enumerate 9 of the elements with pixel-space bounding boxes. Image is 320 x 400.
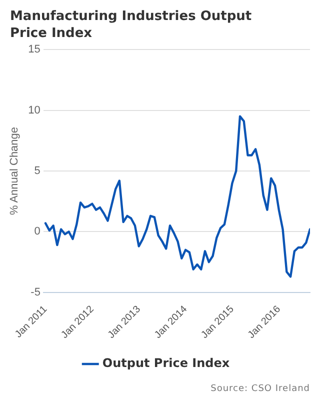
y-axis-title: % Annual Change [8,126,21,216]
y-tick-label: 0 [34,226,40,238]
legend-label: Output Price Index [102,356,230,370]
y-tick-label: 10 [28,104,40,116]
chart-title: Manufacturing Industries Output Price Index [10,8,253,42]
y-tick-label: -5 [30,286,40,298]
source-note: Source: CSO Ireland [210,384,310,394]
y-tick-label: 15 [28,44,40,56]
y-tick-label: 5 [34,165,40,178]
